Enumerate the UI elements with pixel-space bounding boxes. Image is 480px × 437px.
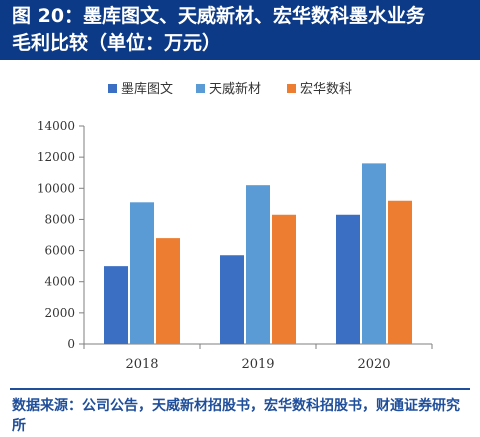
data-source-note: 数据来源：公司公告，天威新材招股书，宏华数科招股书，财通证券研究所 (12, 398, 460, 434)
y-tick-label-5: 8000 (44, 212, 75, 226)
y-tick-label-8: 14000 (37, 119, 75, 133)
figure-title-line-1: 图 20：墨库图文、天威新材、宏华数科墨水业务 (12, 5, 426, 27)
legend-swatch-2 (196, 84, 205, 93)
bar-2020-series-2 (362, 163, 386, 344)
legend-label-2: 天威新材 (209, 81, 261, 97)
x-tick-label-2020: 2020 (357, 357, 390, 372)
legend-label-1: 墨库图文 (121, 81, 173, 97)
y-tick-label-7: 12000 (37, 150, 75, 164)
bar-2019-series-3 (272, 214, 296, 344)
bar-2019-series-1 (220, 255, 244, 344)
y-tick-label-1: 0 (67, 337, 75, 351)
legend-swatch-1 (108, 84, 117, 93)
bar-chart: 墨库图文 天威新材 宏华数科 0 2000 4000 6000 8000 10000 12000 1… (37, 81, 433, 372)
y-tick-label-6: 10000 (37, 181, 75, 195)
legend-label-3: 宏华数科 (300, 82, 352, 97)
figure-title-bar: 图 20：墨库图文、天威新材、宏华数科墨水业务 毛利比较（单位：万元） (0, 0, 480, 60)
bar-2019-series-2 (246, 185, 270, 344)
source-divider (10, 388, 470, 390)
y-tick-label-3: 4000 (44, 275, 75, 289)
bar-2018-series-3 (156, 238, 180, 344)
bar-2020-series-1 (336, 214, 360, 344)
x-tick-label-2018: 2018 (125, 357, 158, 372)
y-tick-label-4: 6000 (44, 244, 75, 258)
figure-title-line-2: 毛利比较（单位：万元） (12, 32, 222, 54)
bar-2018-series-1 (104, 266, 128, 344)
bar-2018-series-2 (130, 202, 154, 344)
legend-swatch-3 (287, 84, 296, 93)
x-tick-label-2019: 2019 (241, 357, 274, 372)
bar-2020-series-3 (388, 200, 412, 344)
y-tick-label-2: 2000 (44, 306, 75, 320)
